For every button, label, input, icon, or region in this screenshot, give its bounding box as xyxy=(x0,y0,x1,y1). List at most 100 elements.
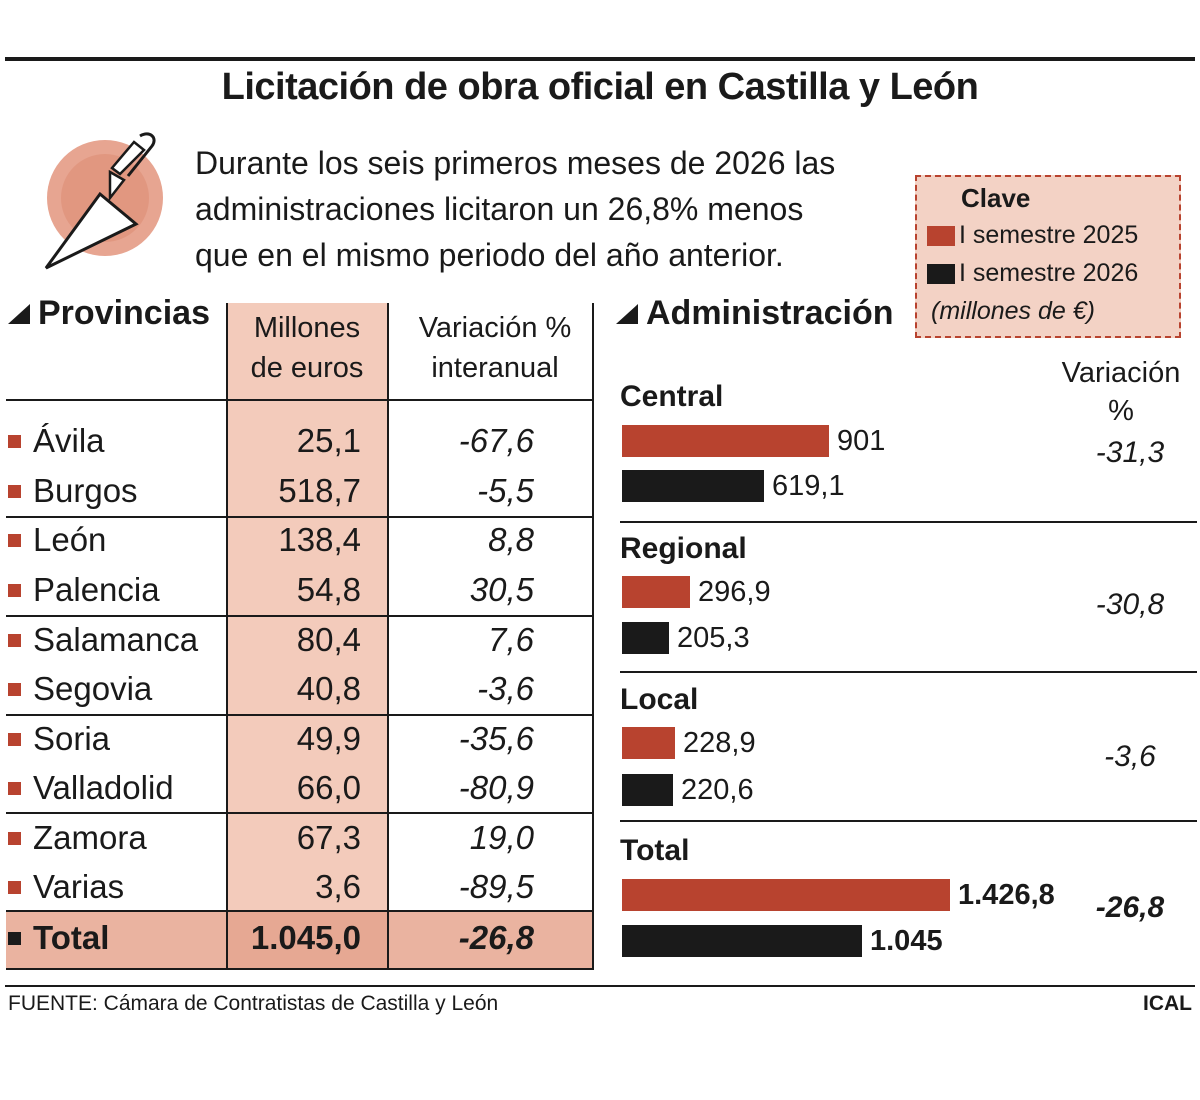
category-label: Regional xyxy=(620,532,747,565)
legend-label-2026: I semestre 2026 xyxy=(959,259,1139,287)
bar-value-label: 296,9 xyxy=(698,576,771,608)
province-name: Segovia xyxy=(33,670,153,707)
table-hline xyxy=(6,516,594,518)
admin-variation-total: -26,8 xyxy=(1095,891,1165,924)
legend-title: Clave xyxy=(961,183,1031,213)
admin-separator xyxy=(620,820,1197,822)
bar-value-label: 901 xyxy=(837,425,886,457)
bar-value-label: 228,9 xyxy=(683,727,756,759)
total-variation: -26,8 xyxy=(458,919,534,956)
admin-separator xyxy=(620,521,1197,523)
province-name: León xyxy=(33,521,107,558)
bullet-icon xyxy=(8,583,21,597)
province-name: Valladolid xyxy=(33,769,174,806)
table-row: León xyxy=(8,518,106,562)
variacion-header-line: Variación xyxy=(1061,357,1181,389)
col-header-line: interanual xyxy=(431,352,559,384)
bar-value-label: 1.426,8 xyxy=(958,879,1055,911)
bar-2025 xyxy=(622,727,675,759)
bar-2025 xyxy=(622,576,690,608)
province-value: 138,4 xyxy=(278,521,361,558)
variacion-header: Variación % xyxy=(1055,354,1187,430)
bottom-rule xyxy=(5,985,1195,987)
province-value: 25,1 xyxy=(296,422,361,459)
table-vline xyxy=(592,303,594,970)
bar-value-label: 619,1 xyxy=(772,470,845,502)
province-variation: 30,5 xyxy=(469,571,534,608)
table-row: Ávila xyxy=(8,419,105,463)
total-row-bg-mid xyxy=(227,911,387,969)
province-variation: -5,5 xyxy=(477,472,534,509)
bullet-icon xyxy=(8,484,21,498)
bullet-icon xyxy=(8,781,21,795)
province-variation: -35,6 xyxy=(458,720,534,757)
admin-separator xyxy=(620,671,1197,673)
province-name: Ávila xyxy=(33,422,105,459)
province-variation: -80,9 xyxy=(458,769,534,806)
table-hline xyxy=(6,968,594,970)
category-label: Total xyxy=(620,834,690,867)
values-column-bg xyxy=(227,303,387,911)
bar-2026 xyxy=(622,774,673,806)
triangle-icon xyxy=(8,303,30,324)
province-name: Palencia xyxy=(33,571,160,608)
trowel-icon xyxy=(40,128,180,278)
province-name: Total xyxy=(33,919,110,956)
source-note: FUENTE: Cámara de Contratistas de Castil… xyxy=(8,992,499,1015)
administracion-heading-text: Administración xyxy=(646,294,894,332)
bar-2026 xyxy=(622,925,862,957)
province-value: 80,4 xyxy=(296,621,361,658)
col-header-millones: Millones de euros xyxy=(227,308,387,388)
bar-2025 xyxy=(622,425,829,457)
table-row: Segovia xyxy=(8,667,152,711)
intro-line: que en el mismo periodo del año anterior… xyxy=(195,237,784,273)
province-variation: 8,8 xyxy=(488,521,534,558)
province-variation: -3,6 xyxy=(477,670,534,707)
legend-unit: (millones de €) xyxy=(931,297,1095,325)
bullet-icon xyxy=(8,682,21,696)
provincias-heading: Provincias xyxy=(8,294,210,333)
table-row: Soria xyxy=(8,717,110,761)
province-name: Soria xyxy=(33,720,111,757)
col-header-line: Millones xyxy=(253,312,361,344)
category-label: Central xyxy=(620,380,724,413)
table-row: Valladolid xyxy=(8,766,174,810)
bar-value-label: 1.045 xyxy=(870,925,943,957)
legend-item-2025: I semestre 2025 xyxy=(927,221,1138,250)
legend-swatch-2026 xyxy=(927,263,955,284)
table-row: Burgos xyxy=(8,469,138,513)
province-variation: -89,5 xyxy=(458,868,534,905)
province-variation: 7,6 xyxy=(488,621,534,658)
province-name: Salamanca xyxy=(33,621,199,658)
table-row: Zamora xyxy=(8,816,147,860)
col-header-line: de euros xyxy=(250,352,364,384)
provincias-heading-text: Provincias xyxy=(38,294,210,332)
variacion-header-line: % xyxy=(1108,395,1134,427)
page-title: Licitación de obra oficial en Castilla y… xyxy=(221,66,979,108)
province-variation: 19,0 xyxy=(469,819,534,856)
bar-value-label: 220,6 xyxy=(681,774,754,806)
category-label: Local xyxy=(620,683,699,716)
table-row: Palencia xyxy=(8,568,160,612)
table-vline xyxy=(387,303,389,970)
intro-text: Durante los seis primeros meses de 2026 … xyxy=(195,140,875,278)
bar-2025 xyxy=(622,879,950,911)
legend-label-2025: I semestre 2025 xyxy=(959,221,1139,249)
province-name: Burgos xyxy=(33,472,138,509)
province-value: 518,7 xyxy=(278,472,361,509)
legend-swatch-2025 xyxy=(927,225,955,246)
administracion-heading: Administración xyxy=(616,294,893,333)
province-name: Zamora xyxy=(33,819,147,856)
agency-credit: ICAL xyxy=(1143,992,1192,1015)
bullet-icon xyxy=(8,533,21,547)
province-value: 67,3 xyxy=(296,819,361,856)
table-row-total: Total xyxy=(8,916,109,960)
table-row: Salamanca xyxy=(8,618,198,662)
col-header-line: Variación % xyxy=(418,312,572,344)
legend-item-2026: I semestre 2026 xyxy=(927,259,1138,288)
admin-variation: -30,8 xyxy=(1095,588,1165,621)
total-value: 1.045,0 xyxy=(250,919,361,956)
table-hline xyxy=(6,615,594,617)
table-hline xyxy=(6,399,594,401)
col-header-variacion: Variación % interanual xyxy=(390,308,600,388)
